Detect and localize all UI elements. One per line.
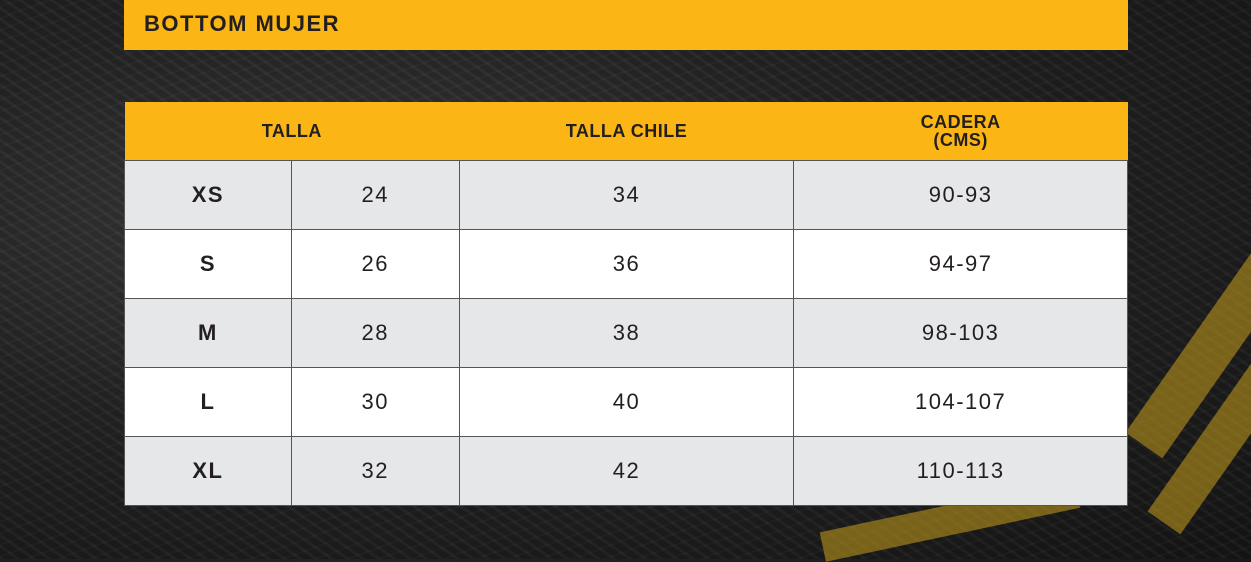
talla-cell: 30 xyxy=(290,367,460,437)
cadera-cell: 98-103 xyxy=(793,298,1128,368)
table-row: S 26 36 94-97 xyxy=(124,229,1128,299)
title-bar: BOTTOM MUJER xyxy=(124,0,1128,50)
page-title: BOTTOM MUJER xyxy=(144,11,341,36)
cadera-cell: 104-107 xyxy=(793,367,1128,437)
cadera-cell: 94-97 xyxy=(793,229,1128,299)
chile-cell: 40 xyxy=(458,367,795,437)
chile-cell: 36 xyxy=(458,229,795,299)
size-table: TALLA TALLA CHILE CADERA (CMS) XS 24 34 9… xyxy=(124,102,1128,506)
cadera-cell: 90-93 xyxy=(793,160,1128,230)
chile-cell: 34 xyxy=(458,160,795,230)
table-row: M 28 38 98-103 xyxy=(124,298,1128,368)
header-cadera-line1: CADERA xyxy=(920,112,1001,132)
size-cell: XL xyxy=(124,436,292,506)
talla-cell: 24 xyxy=(290,160,460,230)
header-cadera-line2: (CMS) xyxy=(933,130,988,150)
talla-cell: 32 xyxy=(290,436,460,506)
size-cell: S xyxy=(124,229,292,299)
talla-cell: 26 xyxy=(290,229,460,299)
size-cell: M xyxy=(124,298,292,368)
chile-cell: 42 xyxy=(458,436,795,506)
header-row: TALLA TALLA CHILE CADERA (CMS) xyxy=(124,102,1128,161)
cadera-cell: 110-113 xyxy=(793,436,1128,506)
talla-cell: 28 xyxy=(290,298,460,368)
header-cadera: CADERA (CMS) xyxy=(793,102,1128,161)
chile-cell: 38 xyxy=(458,298,795,368)
table-row: XS 24 34 90-93 xyxy=(124,160,1128,230)
size-cell: L xyxy=(124,367,292,437)
table-row: L 30 40 104-107 xyxy=(124,367,1128,437)
size-cell: XS xyxy=(124,160,292,230)
table-row: XL 32 42 110-113 xyxy=(124,436,1128,506)
header-talla: TALLA xyxy=(124,102,460,161)
header-talla-chile: TALLA CHILE xyxy=(459,102,794,161)
